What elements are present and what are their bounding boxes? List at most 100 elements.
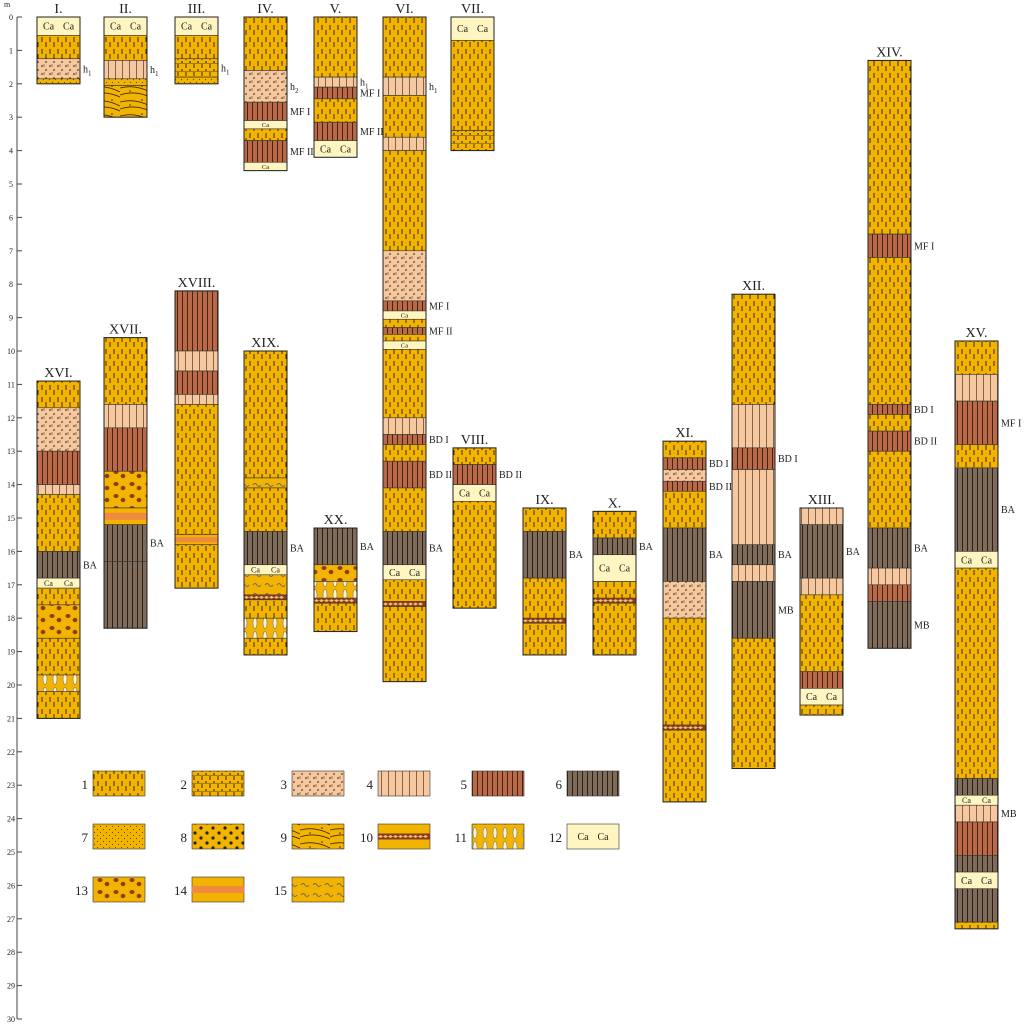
layer-band-mark: [408, 602, 413, 606]
legend-swatch-band-mark: [418, 835, 423, 838]
axis-unit-label: m: [4, 0, 11, 9]
profile-title: XIV.: [876, 45, 903, 60]
legend-number: 10: [360, 830, 373, 845]
axis-tick-label: 17: [7, 581, 15, 590]
layer: [867, 404, 912, 415]
legend-swatch-band-mark: [413, 835, 418, 838]
layer-band-mark: [608, 599, 613, 603]
layer: [731, 564, 776, 582]
layer: [382, 579, 427, 602]
layer: [954, 467, 999, 552]
legend-number: 11: [454, 830, 467, 845]
layer: [731, 544, 776, 566]
horizon-label: BA: [360, 542, 375, 553]
legend-item-15: 15: [274, 876, 345, 903]
profile-title: IX.: [535, 493, 553, 508]
layer-band-mark: [324, 599, 329, 603]
layer: [36, 494, 81, 552]
layer: [731, 581, 776, 639]
layer: [174, 58, 219, 78]
layer-band-mark: [618, 599, 623, 603]
layer: [313, 86, 358, 100]
profile-title: VIII.: [461, 433, 489, 448]
legend-swatch: [291, 823, 345, 850]
legend-number: 8: [181, 830, 188, 845]
layer: [174, 394, 219, 405]
layer: [954, 921, 999, 930]
axis-tick-label: 29: [7, 982, 15, 991]
carbonate-label: Ca: [457, 24, 469, 35]
legend-item-2: 2: [181, 770, 245, 797]
profile-title: XI.: [675, 426, 693, 441]
carbonate-label: Ca: [271, 566, 280, 575]
layer: [867, 527, 912, 569]
layer-band-mark: [628, 599, 633, 603]
carbonate-label: Ca: [619, 564, 631, 575]
horizon-label: MF I: [1001, 418, 1021, 429]
layer: [103, 337, 148, 405]
layer: [382, 531, 427, 566]
profile-outline: [243, 16, 288, 172]
layer: [36, 604, 81, 639]
layer: [36, 407, 81, 452]
profile-xx: BA XX.: [313, 513, 375, 633]
carbonate-label: Ca: [201, 22, 213, 33]
legend-swatch: [191, 823, 245, 850]
axis-tick-label: 1: [9, 46, 13, 55]
layer: [103, 524, 148, 562]
carbonate-label: Ca: [130, 22, 142, 33]
layer: [103, 35, 148, 61]
layer: [867, 257, 912, 405]
legend-item-4: 4: [367, 770, 431, 797]
legend-number: 14: [174, 883, 188, 898]
profile-outline: [522, 507, 567, 656]
layer: [382, 95, 427, 138]
horizon-label: MF II: [360, 127, 384, 138]
layer: [36, 450, 81, 485]
horizon-label: BA: [639, 542, 654, 553]
layer-band-mark: [344, 599, 349, 603]
layer: [662, 480, 707, 492]
layer: [243, 477, 288, 489]
legend-number: 13: [75, 883, 88, 898]
layer: [954, 340, 999, 375]
horizon-label: BD II: [499, 470, 522, 481]
layer: [867, 233, 912, 258]
axis-tick-label: 19: [7, 648, 15, 657]
profile-title: IV.: [257, 2, 273, 17]
layer: [243, 637, 288, 656]
axis-tick-label: 27: [7, 915, 15, 924]
horizon-label: BA: [709, 550, 724, 561]
horizon-label: MF I: [914, 241, 934, 252]
horizon-label: MB: [914, 620, 930, 631]
layer: [243, 140, 288, 163]
layer: [450, 40, 495, 131]
horizon-label: BA: [83, 560, 98, 571]
carbonate-label: Ca: [806, 692, 818, 703]
legend-number: 5: [461, 777, 468, 792]
horizon-label: BD I: [914, 405, 934, 416]
carbonate-label: Ca: [577, 832, 589, 843]
layer-band-mark: [264, 595, 269, 599]
axis-tick-label: 6: [9, 213, 13, 222]
legend-item-5: 5: [461, 770, 525, 797]
axis-tick-label: 15: [7, 514, 15, 523]
axis-tick-label: 21: [7, 714, 15, 723]
legend-number: 6: [556, 777, 563, 792]
layer: [36, 78, 81, 85]
legend-number: 1: [82, 777, 89, 792]
layer: [731, 293, 776, 405]
layer: [174, 350, 219, 372]
profile-xiv: MF I BD I BD II BA MB XIV.: [867, 45, 937, 649]
layer: [954, 855, 999, 873]
layer-band-mark: [329, 599, 334, 603]
layer-band-mark: [388, 602, 393, 606]
horizon-label: BA: [846, 547, 861, 558]
legend-swatch: [92, 770, 146, 797]
layer: [522, 622, 567, 656]
layer: [382, 76, 427, 96]
legend-swatch: [566, 823, 620, 850]
horizon-label: h1: [150, 65, 159, 78]
carbonate-label: Ca: [251, 566, 260, 575]
